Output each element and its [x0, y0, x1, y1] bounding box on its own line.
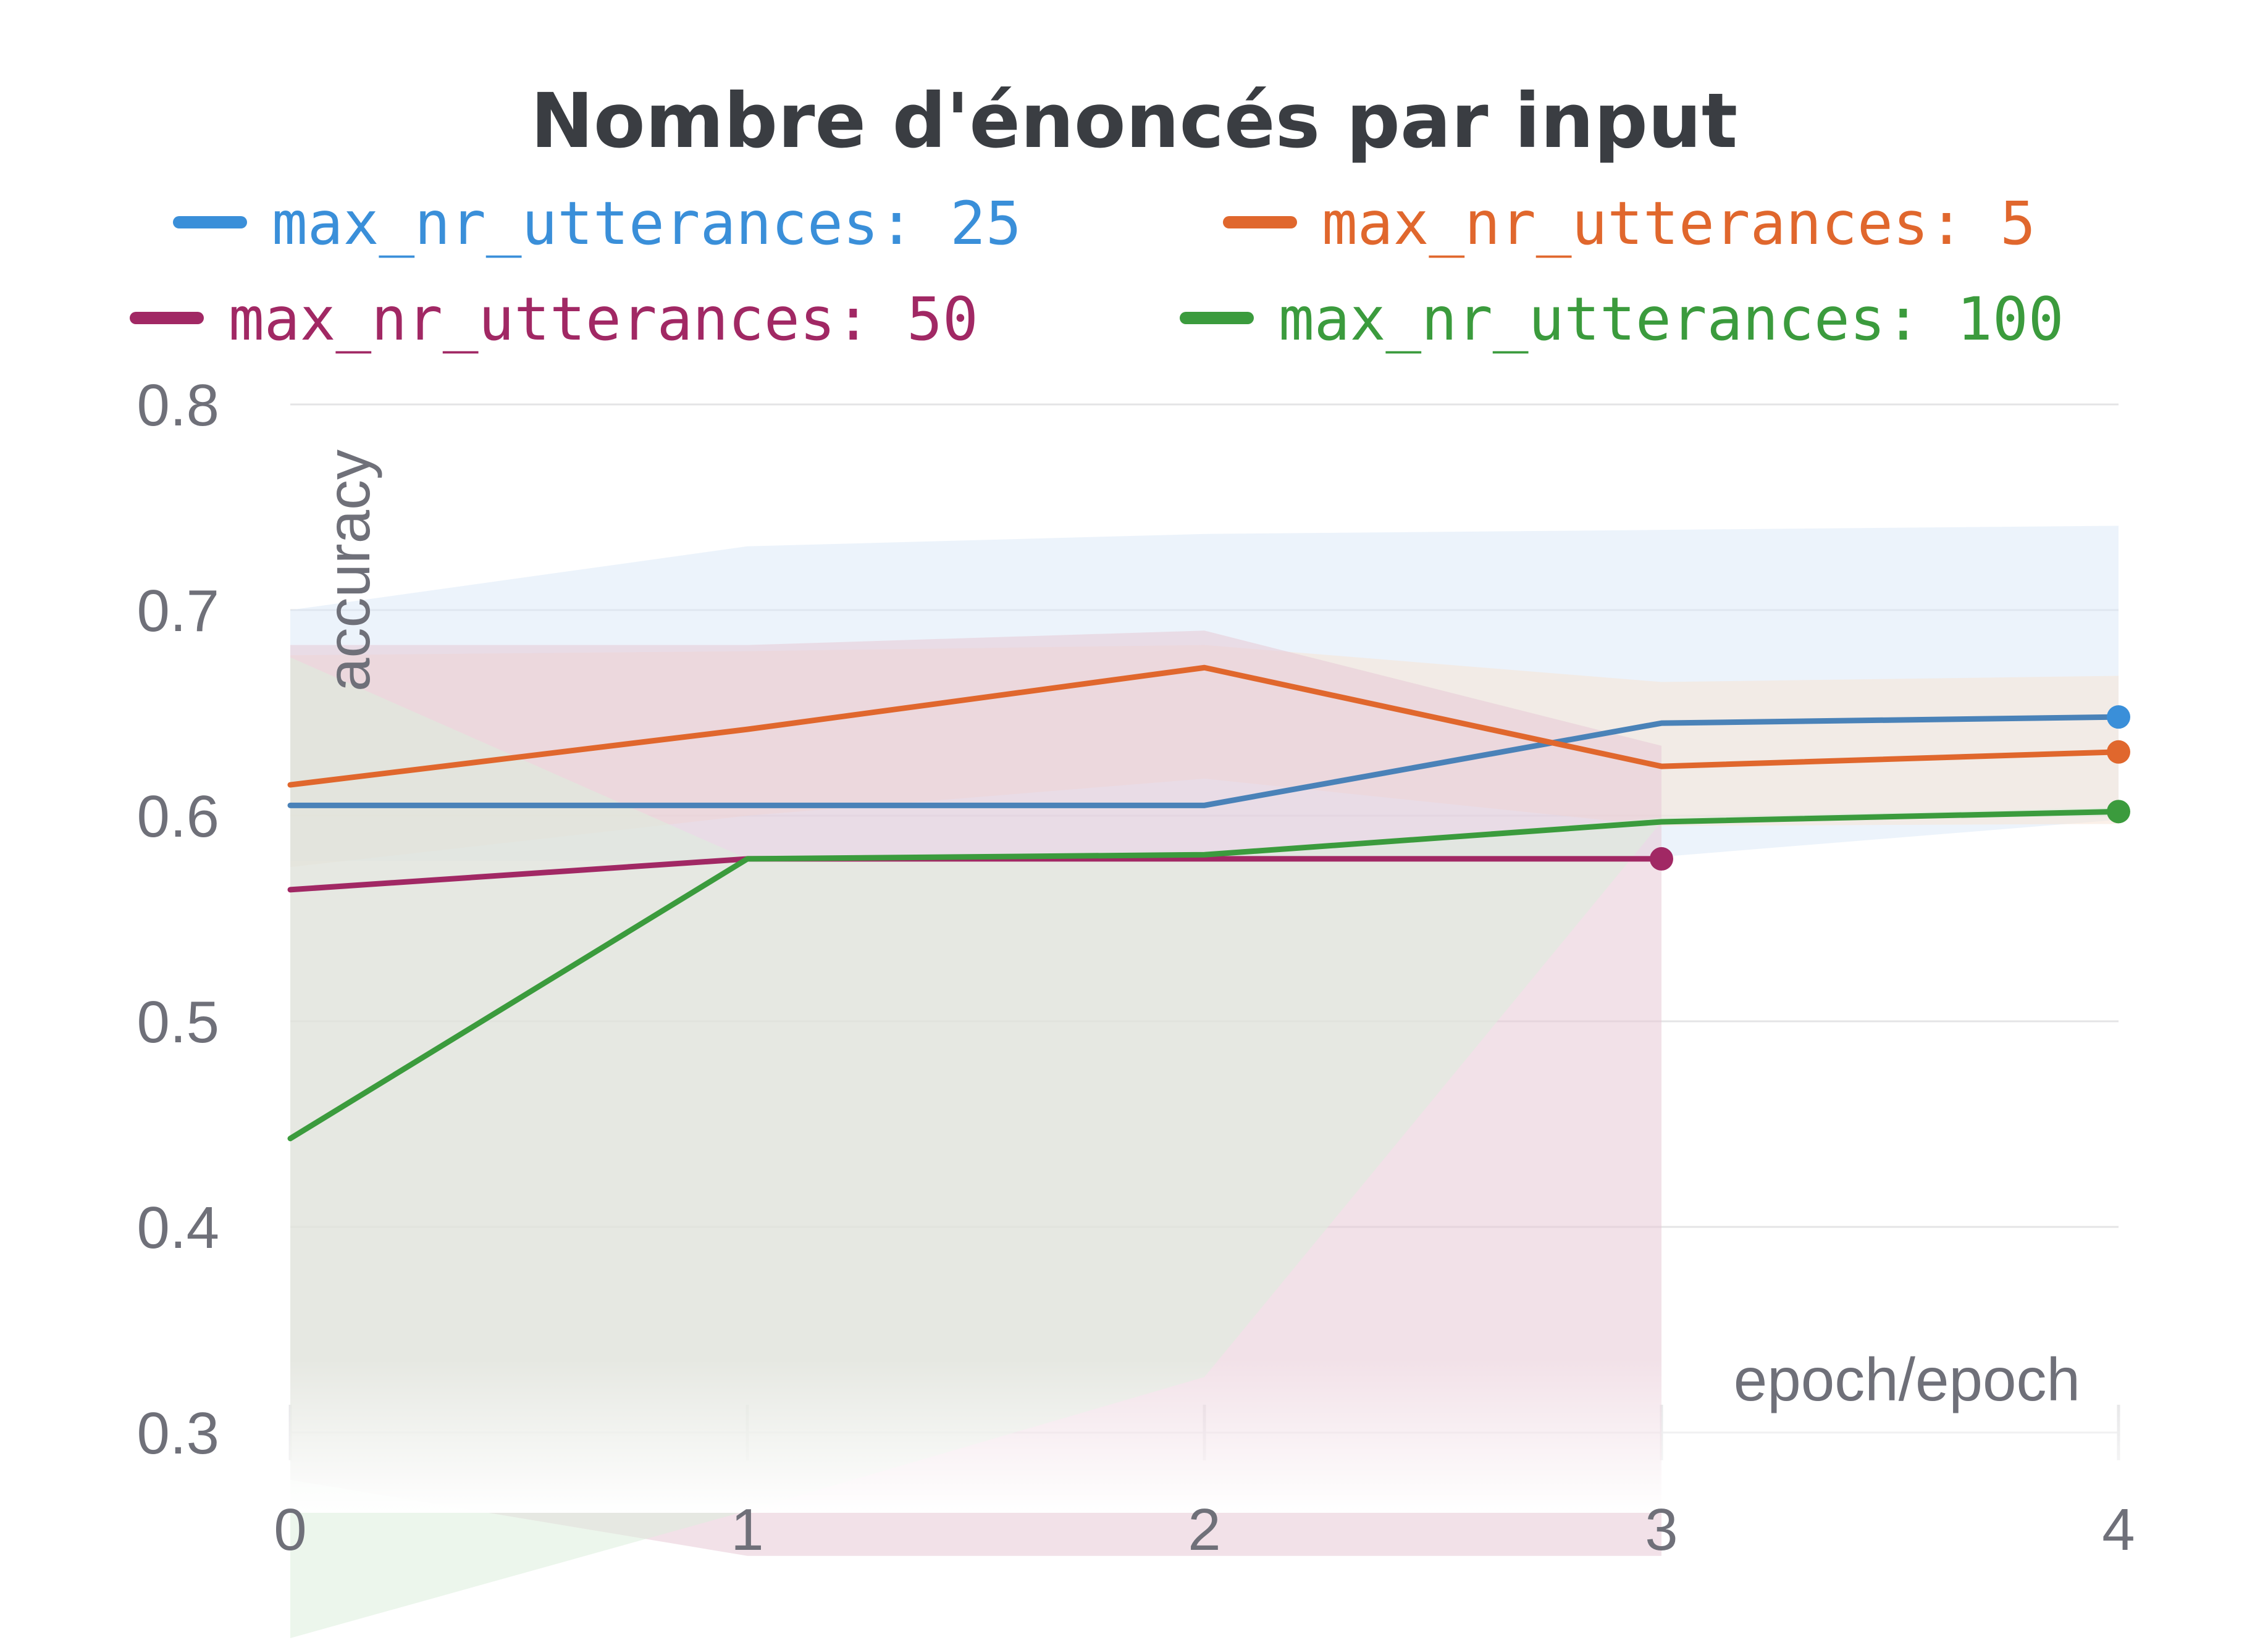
- legend-label-1: max_nr_utterances: 5: [1322, 189, 2036, 258]
- legend: max_nr_utterances: 25 max_nr_utterances: …: [130, 189, 2064, 354]
- x-tick-label-3: 3: [1645, 1497, 1678, 1563]
- legend-label-3: max_nr_utterances: 100: [1279, 285, 2064, 354]
- end-point-series-1: [2107, 740, 2130, 764]
- end-point-series-2: [1650, 847, 1673, 871]
- legend-label-2: max_nr_utterances: 50: [229, 285, 978, 354]
- y-tick-label-3: 0.6: [137, 784, 219, 850]
- y-tick-label-2: 0.5: [137, 989, 219, 1055]
- line-series-3: [287, 808, 2122, 1142]
- y-tick-label-5: 0.8: [137, 372, 219, 438]
- x-tick-label-1: 1: [731, 1497, 763, 1563]
- x-tick-label-4: 4: [2102, 1497, 2135, 1563]
- line-series-1: [287, 664, 2122, 788]
- x-axis-label: epoch/epoch: [1734, 1345, 2080, 1413]
- bottom-fade: [272, 1358, 2125, 1513]
- chart-title: Nombre d'énoncés par input: [531, 77, 1737, 165]
- x-tick-label-2: 2: [1188, 1497, 1220, 1563]
- series-lines: [287, 664, 2122, 1142]
- y-axis-label: accuracy: [314, 450, 382, 692]
- end-markers: [1650, 705, 2130, 871]
- y-tick-label-1: 0.4: [137, 1195, 219, 1261]
- x-tick-label-0: 0: [274, 1497, 306, 1563]
- end-point-series-0: [2107, 705, 2130, 729]
- line-series-0: [287, 714, 2122, 808]
- y-ticks: 0.3 0.4 0.5 0.6 0.7 0.8: [137, 372, 219, 1466]
- end-point-series-3: [2107, 800, 2130, 824]
- x-ticks: 0 1 2 3 4: [274, 1497, 2135, 1563]
- legend-label-0: max_nr_utterances: 25: [272, 189, 1022, 258]
- y-tick-label-0: 0.3: [137, 1400, 219, 1466]
- y-tick-label-4: 0.7: [137, 578, 219, 644]
